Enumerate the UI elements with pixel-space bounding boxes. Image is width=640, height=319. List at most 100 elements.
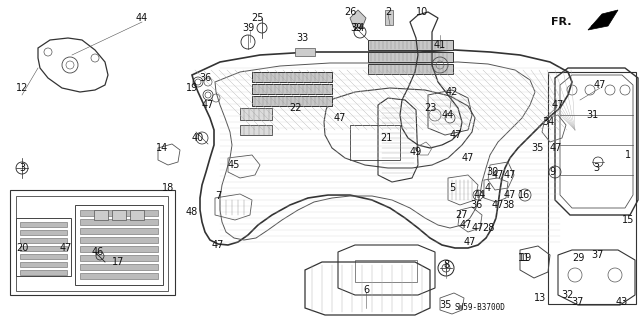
- Text: 5: 5: [449, 183, 455, 193]
- Bar: [20, 222, 67, 227]
- Text: 48: 48: [186, 207, 198, 217]
- Text: 23: 23: [424, 103, 436, 113]
- Text: 17: 17: [112, 257, 124, 267]
- Bar: [80, 219, 158, 225]
- Bar: [385, 10, 393, 25]
- Text: 3: 3: [19, 163, 25, 173]
- Text: 33: 33: [296, 33, 308, 43]
- Text: 47: 47: [450, 130, 462, 140]
- Bar: [80, 273, 158, 279]
- Bar: [80, 228, 158, 234]
- Bar: [240, 125, 272, 135]
- Text: 47: 47: [504, 170, 516, 180]
- Text: 49: 49: [410, 147, 422, 157]
- Text: 35: 35: [532, 143, 544, 153]
- Bar: [10, 190, 175, 295]
- Bar: [112, 210, 126, 220]
- Bar: [80, 246, 158, 252]
- Text: 3: 3: [593, 163, 599, 173]
- Text: 16: 16: [518, 190, 530, 200]
- Text: 31: 31: [586, 110, 598, 120]
- Bar: [80, 210, 158, 216]
- Text: 19: 19: [186, 83, 198, 93]
- Text: 36: 36: [199, 73, 211, 83]
- Bar: [350, 125, 400, 160]
- Text: 32: 32: [562, 290, 574, 300]
- Bar: [20, 270, 67, 275]
- Text: 37: 37: [592, 250, 604, 260]
- Bar: [368, 40, 453, 50]
- Text: 47: 47: [552, 100, 564, 110]
- Text: 15: 15: [622, 215, 634, 225]
- Text: 13: 13: [534, 293, 546, 303]
- Text: 18: 18: [162, 183, 174, 193]
- Text: 47: 47: [464, 237, 476, 247]
- Text: 47: 47: [504, 190, 516, 200]
- Text: 9: 9: [549, 167, 555, 177]
- Text: 19: 19: [520, 253, 532, 263]
- Text: 30: 30: [486, 167, 498, 177]
- Text: 44: 44: [474, 190, 486, 200]
- Text: 10: 10: [416, 7, 428, 17]
- Text: 39: 39: [350, 23, 362, 33]
- Text: 29: 29: [572, 253, 584, 263]
- Bar: [75, 205, 163, 285]
- Text: FR.: FR.: [552, 17, 572, 27]
- Text: SW59-B3700D: SW59-B3700D: [454, 302, 506, 311]
- Bar: [240, 108, 272, 120]
- Bar: [80, 237, 158, 243]
- Text: 27: 27: [456, 210, 468, 220]
- Text: 39: 39: [242, 23, 254, 33]
- Text: 26: 26: [344, 7, 356, 17]
- Text: 41: 41: [434, 40, 446, 50]
- Text: 1: 1: [625, 150, 631, 160]
- Text: 20: 20: [16, 243, 28, 253]
- Text: 47: 47: [60, 243, 72, 253]
- Text: 4: 4: [485, 183, 491, 193]
- Bar: [130, 210, 144, 220]
- Text: 12: 12: [16, 83, 28, 93]
- Bar: [252, 84, 332, 94]
- Text: 47: 47: [550, 143, 562, 153]
- Bar: [295, 48, 315, 56]
- Bar: [368, 52, 453, 62]
- Text: 6: 6: [363, 285, 369, 295]
- Text: 2: 2: [385, 7, 391, 17]
- Text: 35: 35: [440, 300, 452, 310]
- Text: 47: 47: [472, 223, 484, 233]
- Bar: [20, 238, 67, 243]
- Text: 47: 47: [462, 153, 474, 163]
- Text: 47: 47: [460, 220, 472, 230]
- Text: 36: 36: [470, 200, 482, 210]
- Text: 44: 44: [136, 13, 148, 23]
- Bar: [20, 262, 67, 267]
- Text: 43: 43: [616, 297, 628, 307]
- Text: 34: 34: [542, 117, 554, 127]
- Text: 47: 47: [202, 100, 214, 110]
- Polygon shape: [588, 10, 618, 30]
- Text: 47: 47: [594, 80, 606, 90]
- Text: 28: 28: [482, 223, 494, 233]
- Bar: [80, 255, 158, 261]
- Text: 38: 38: [502, 200, 514, 210]
- Bar: [355, 260, 417, 282]
- Text: 47: 47: [212, 240, 224, 250]
- Text: 40: 40: [192, 133, 204, 143]
- Text: 47: 47: [492, 200, 504, 210]
- Text: 37: 37: [572, 297, 584, 307]
- Bar: [80, 264, 158, 270]
- Bar: [20, 246, 67, 251]
- Bar: [16, 196, 168, 291]
- Bar: [16, 218, 71, 276]
- Text: 14: 14: [156, 143, 168, 153]
- Bar: [252, 72, 332, 82]
- Text: 8: 8: [443, 260, 449, 270]
- Text: 42: 42: [446, 87, 458, 97]
- Bar: [368, 64, 453, 74]
- Bar: [20, 254, 67, 259]
- Text: 24: 24: [352, 23, 364, 33]
- Polygon shape: [350, 10, 366, 28]
- Text: 21: 21: [380, 133, 392, 143]
- Bar: [20, 230, 67, 235]
- Bar: [548, 72, 636, 304]
